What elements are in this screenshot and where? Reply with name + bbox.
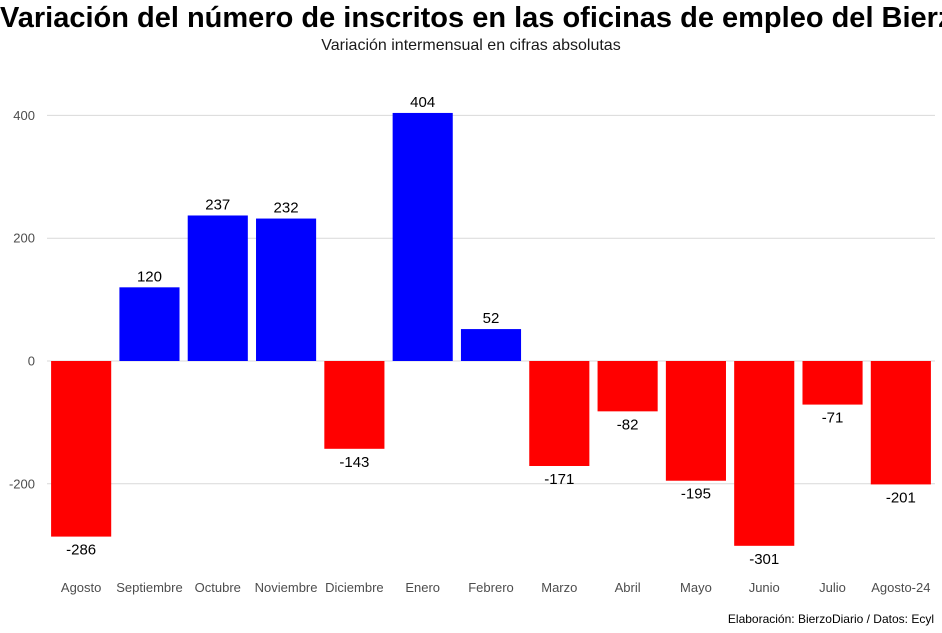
x-tick-label: Octubre [195,580,241,595]
y-tick-label: 0 [28,354,35,369]
bar [597,361,658,412]
bar [119,287,180,361]
bar [802,361,863,405]
x-tick-label: Mayo [680,580,712,595]
y-axis-ticks: -200 0 200 400 [9,108,35,491]
bar [187,215,248,361]
data-label: 52 [483,310,500,327]
data-label: -301 [749,551,779,568]
source-caption: Elaboración: BierzoDiario / Datos: Ecyl [727,612,934,626]
x-tick-label: Agosto [61,580,101,595]
bar [529,361,590,466]
data-label: -143 [339,454,369,471]
bars [51,112,931,546]
x-tick-label: Enero [405,580,440,595]
x-tick-label: Diciembre [325,580,384,595]
data-label: -171 [544,471,574,488]
x-tick-label: Junio [749,580,780,595]
bar [256,218,317,361]
y-tick-label: 400 [13,108,35,123]
x-tick-label: Julio [819,580,846,595]
x-tick-label: Febrero [468,580,514,595]
x-tick-label: Abril [615,580,641,595]
x-tick-label: Marzo [541,580,577,595]
chart-subtitle: Variación intermensual en cifras absolut… [321,37,621,54]
data-label: -82 [617,416,639,433]
x-tick-label: Agosto-24 [871,580,930,595]
bar [665,361,726,481]
bar [734,361,795,546]
chart-title: Variación del número de inscritos en las… [0,2,942,34]
bar [460,329,522,361]
x-tick-label: Septiembre [116,580,182,595]
bar [51,361,112,537]
y-tick-label: -200 [9,476,35,491]
data-labels: -286 120 237 232 -143 404 52 -171 -82 -195 -301 -71… [66,94,916,568]
x-axis-ticks: Agosto Septiembre Octubre Noviembre Diciembr… [61,580,931,595]
x-tick-label: Noviembre [255,580,318,595]
data-label: 404 [410,94,435,111]
bar [870,361,931,485]
bar [324,361,385,449]
data-label: 232 [274,200,299,217]
bar [392,112,453,361]
data-label: -201 [886,489,916,506]
data-label: 120 [137,268,162,285]
data-label: -71 [822,410,844,427]
data-label: -286 [66,542,96,559]
data-label: -195 [681,486,711,503]
data-label: 237 [205,196,230,213]
gridlines [47,114,935,485]
y-tick-label: 200 [13,231,35,246]
